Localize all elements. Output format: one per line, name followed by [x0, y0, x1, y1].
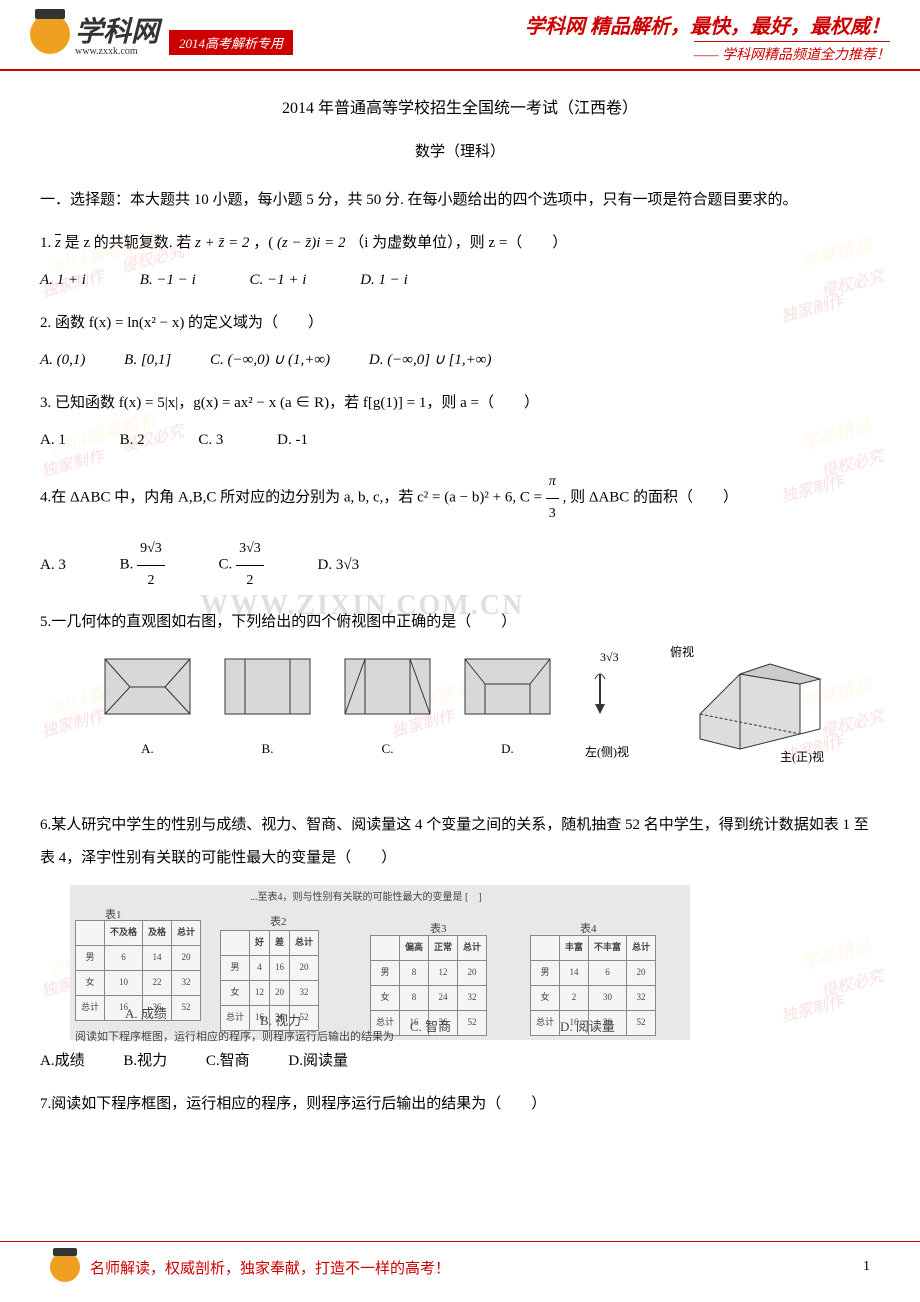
- logo-url: www.zxxk.com: [75, 46, 159, 57]
- q1-stem-c: ，(: [253, 235, 273, 251]
- page-header: 学科网 www.zxxk.com 2014高考解析专用 学科网 精品解析，最快，…: [0, 0, 920, 71]
- q1-stem-b: 是 z 的共轭复数. 若: [65, 235, 195, 251]
- q1-eq1: z + z̄ = 2: [195, 235, 249, 251]
- q1-opt-b: B. −1 − i: [140, 264, 196, 297]
- q5-option-c-svg: [340, 649, 435, 729]
- q1-options: A. 1 + i B. −1 − i C. −1 + i D. 1 − i: [40, 264, 880, 297]
- q1-opt-c: C. −1 + i: [250, 264, 307, 297]
- q5-label-d: D.: [501, 735, 514, 764]
- section-intro: 一．选择题：本大题共 10 小题，每小题 5 分，共 50 分. 在每小题给出的…: [40, 184, 880, 217]
- q4-stem-a: 4.在 ΔABC 中，内角 A,B,C 所对应的边分别为 a, b, c,，若 …: [40, 490, 546, 506]
- q4-opt-b-den: 2: [137, 566, 165, 597]
- q2-opt-d: D. (−∞,0] ∪ [1,+∞): [369, 344, 492, 377]
- q3-opt-b: B. 2: [120, 424, 145, 457]
- q2-opt-a: A. (0,1): [40, 344, 85, 377]
- q6-figfoot: 阅读如下程序框图，运行相应的程序，则程序运行后输出的结果为: [75, 1025, 394, 1049]
- q3-opt-d: D. -1: [277, 424, 308, 457]
- question-6: 6.某人研究中学生的性别与成绩、视力、智商、阅读量这 4 个变量之间的关系，随机…: [40, 809, 880, 875]
- q2-opt-b: B. [0,1]: [124, 344, 171, 377]
- question-5: 5.一几何体的直观图如右图，下列给出的四个俯视图中正确的是（ ）: [40, 606, 880, 639]
- q1-opt-d: D. 1 − i: [360, 264, 408, 297]
- logo-block: 学科网 www.zxxk.com 2014高考解析专用: [30, 10, 293, 57]
- q3-opt-c: C. 3: [198, 424, 223, 457]
- q4-opt-d: D. 3√3: [318, 549, 360, 582]
- q6-fig-d: D. 阅读量: [560, 1013, 615, 1042]
- header-subline: —— 学科网精品频道全力推荐！: [694, 41, 890, 64]
- logo-text: 学科网: [75, 16, 159, 47]
- footer-owl-icon: [50, 1252, 80, 1282]
- header-right: 学科网 精品解析，最快，最好，最权威！ —— 学科网精品频道全力推荐！: [525, 10, 890, 64]
- q1-stem-d: （i 为虚数单位），则 z =（ ）: [349, 235, 567, 251]
- question-7: 7.阅读如下程序框图，运行相应的程序，则程序运行后输出的结果为（ ）: [40, 1088, 880, 1121]
- owl-logo-icon: [30, 14, 70, 54]
- q4-opt-b-pre: B.: [120, 557, 138, 573]
- q3-opt-a: A. 1: [40, 424, 66, 457]
- q5-label-c: C.: [382, 735, 394, 764]
- q6-opt-c: C.智商: [206, 1045, 250, 1078]
- main-content: 2014 年普通高等学校招生全国统一考试（江西卷） 数学（理科） 一．选择题：本…: [0, 71, 920, 1145]
- q4-options: A. 3 B. 9√3 2 C. 3√3 2 D. 3√3: [40, 534, 880, 597]
- page-number: 1: [863, 1259, 870, 1275]
- question-1: 1. z 是 z 的共轭复数. 若 z + z̄ = 2 ，( (z − z̄)…: [40, 227, 880, 260]
- q4-stem-b: , 则 ΔABC 的面积（ ）: [563, 490, 739, 506]
- question-3: 3. 已知函数 f(x) = 5|x|，g(x) = ax² − x (a ∈ …: [40, 387, 880, 420]
- q6-opt-b: B.视力: [123, 1045, 167, 1078]
- q5-annot-3: 左(侧)视: [585, 739, 629, 765]
- q4-opt-c-pre: C.: [219, 557, 237, 573]
- footer-text: 名师解读，权威剖析，独家奉献，打造不一样的高考！: [90, 1257, 450, 1278]
- question-4: 4.在 ΔABC 中，内角 A,B,C 所对应的边分别为 a, b, c,，若 …: [40, 467, 880, 530]
- q6-options: A.成绩 B.视力 C.智商 D.阅读量: [40, 1045, 880, 1078]
- header-banner: 2014高考解析专用: [169, 30, 293, 55]
- q5-figure: A. B. C.: [100, 649, 880, 799]
- q4-opt-c-den: 2: [236, 566, 264, 597]
- q5-option-d-svg: [460, 649, 555, 729]
- q6-fig-c: C. 智商: [410, 1013, 451, 1042]
- q4-frac-den: 3: [546, 499, 559, 530]
- q5-option-a-svg: [100, 649, 195, 729]
- q2-options: A. (0,1) B. [0,1] C. (−∞,0) ∪ (1,+∞) D. …: [40, 344, 880, 377]
- q4-opt-b-num: 9√3: [137, 534, 165, 566]
- q6-opt-a: A.成绩: [40, 1045, 85, 1078]
- doc-title: 2014 年普通高等学校招生全国统一考试（江西卷）: [40, 91, 880, 126]
- q6-figcap: ...至表4，则与性别有关联的可能性最大的变量是 [ ]: [250, 887, 482, 909]
- header-slogan: 学科网 精品解析，最快，最好，最权威！: [525, 10, 890, 39]
- question-2: 2. 函数 f(x) = ln(x² − x) 的定义域为（ ）: [40, 307, 880, 340]
- q4-frac-num: π: [546, 467, 559, 499]
- q5-label-b: B.: [262, 735, 274, 764]
- q3-options: A. 1 B. 2 C. 3 D. -1: [40, 424, 880, 457]
- q1-eq2: (z − z̄)i = 2: [277, 235, 346, 251]
- q6-figure: ...至表4，则与性别有关联的可能性最大的变量是 [ ] 表1 表2 表3 表4…: [70, 885, 690, 1040]
- q1-stem-a: 1.: [40, 235, 55, 251]
- q1-opt-a: A. 1 + i: [40, 264, 86, 297]
- q6-opt-d: D.阅读量: [288, 1045, 348, 1078]
- q5-label-a: A.: [141, 735, 154, 764]
- q4-opt-c-num: 3√3: [236, 534, 264, 566]
- q4-opt-a: A. 3: [40, 549, 66, 582]
- q5-annot-4: 主(正)视: [780, 744, 824, 770]
- doc-subtitle: 数学（理科）: [40, 136, 880, 169]
- q5-option-b-svg: [220, 649, 315, 729]
- q2-opt-c: C. (−∞,0) ∪ (1,+∞): [210, 344, 330, 377]
- page-footer: 名师解读，权威剖析，独家奉献，打造不一样的高考！ 1: [0, 1241, 920, 1282]
